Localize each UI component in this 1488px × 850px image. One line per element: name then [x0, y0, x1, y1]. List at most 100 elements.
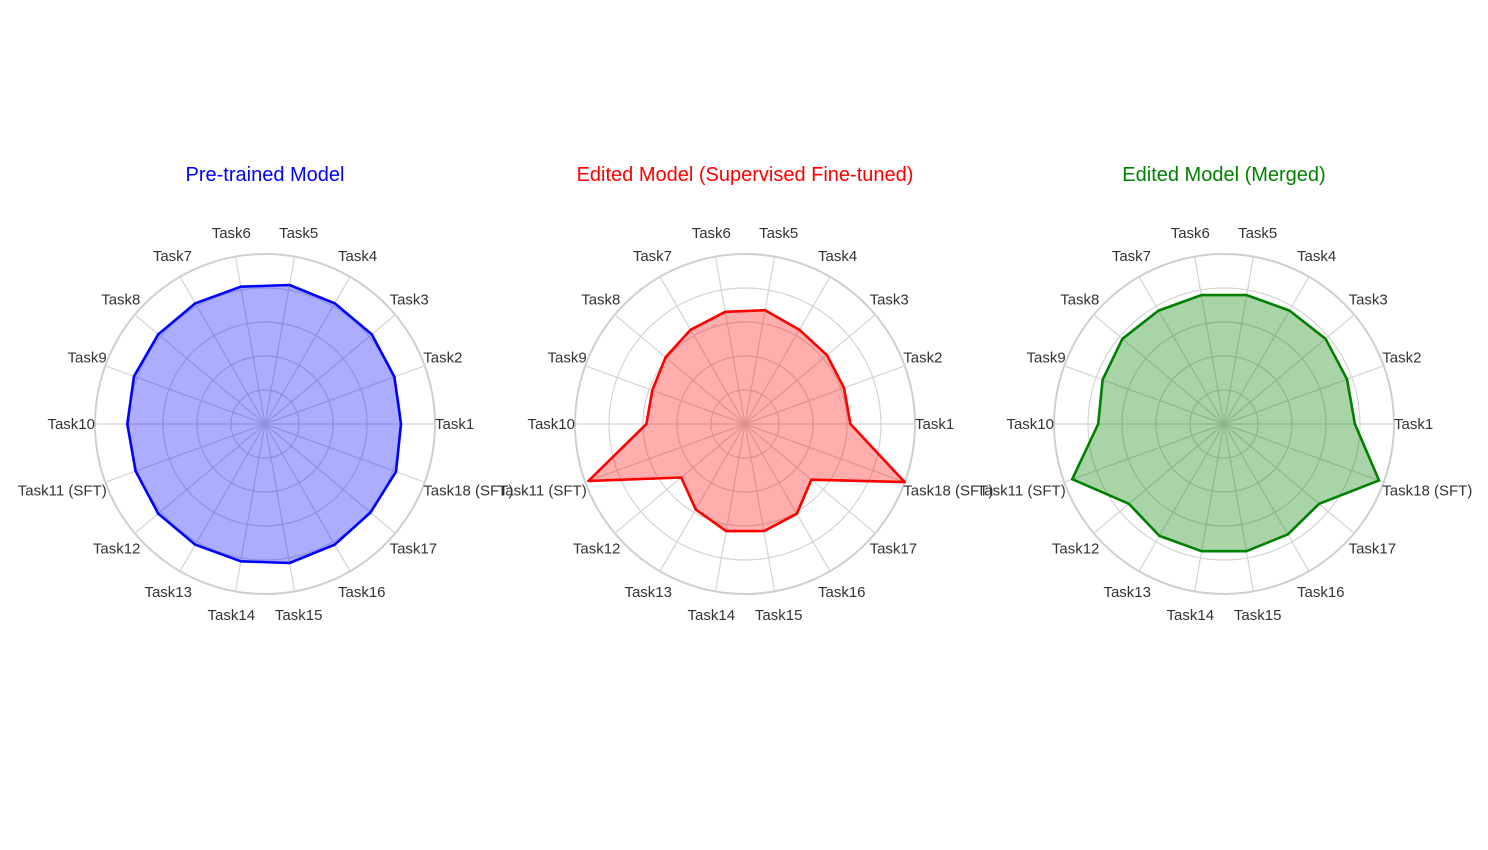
radar-spoke [179, 276, 266, 425]
radar-grid [1053, 253, 1395, 595]
radar-series-area [1072, 295, 1379, 552]
radar-axis-label: Task1 [1394, 416, 1433, 433]
radar-axis-label: Task14 [1167, 607, 1215, 624]
radar-spoke [1223, 365, 1384, 425]
radar-axis-label: Task6 [1171, 225, 1210, 242]
radar-spoke [179, 423, 266, 572]
radar-axis-label: Task6 [692, 225, 731, 242]
radar-axis-label: Task9 [548, 350, 587, 367]
radar-axis-label: Task18 (SFT) [1382, 482, 1472, 499]
radar-spoke [1093, 423, 1225, 534]
radar-spoke [1138, 423, 1225, 572]
radar-axis-label: Task17 [870, 541, 918, 558]
radar-axis-label: Task11 (SFT) [977, 482, 1066, 499]
radar-spoke [585, 423, 746, 483]
radar-spoke [659, 276, 746, 425]
radar-spoke [264, 314, 396, 425]
radar-axis-label: Task10 [1006, 416, 1054, 433]
radar-spoke [744, 423, 905, 483]
radar-spoke [1223, 423, 1255, 592]
radar-axis-label: Task7 [633, 248, 672, 265]
radar-spoke [744, 276, 831, 425]
radar-spoke [105, 423, 266, 483]
radar-axis-label: Task14 [688, 607, 736, 624]
radar-axis-label: Task11 (SFT) [498, 482, 587, 499]
chart-title-supervised-fine-tuned: Edited Model (Supervised Fine-tuned) [577, 164, 914, 186]
radar-axis-label: Task9 [1027, 350, 1066, 367]
radar-axis-label: Task2 [1382, 350, 1421, 367]
radar-axis-label: Task15 [755, 607, 803, 624]
radar-spoke [714, 423, 746, 592]
radar-spoke [744, 423, 831, 572]
radar-spoke [714, 256, 746, 425]
radar-axis-label: Task18 (SFT) [423, 482, 513, 499]
radar-spoke [1223, 423, 1310, 572]
radar-axis-label: Task3 [390, 291, 429, 308]
radar-spoke [264, 423, 396, 534]
radar-axis-label: Task12 [93, 541, 141, 558]
radar-axis-label: Task6 [212, 225, 251, 242]
radar-axis-label: Task5 [1238, 225, 1277, 242]
radar-spoke [744, 423, 876, 534]
radar-series-area [127, 285, 402, 563]
radar-spoke [744, 256, 776, 425]
radar-spoke [134, 314, 266, 425]
radar-axis-label: Task18 (SFT) [903, 482, 993, 499]
radar-axis-label: Task15 [1234, 607, 1282, 624]
radar-axis-label: Task17 [1349, 541, 1397, 558]
radar-spoke [1223, 423, 1384, 483]
radar-axis-label: Task5 [759, 225, 798, 242]
radar-axis-label: Task16 [1297, 584, 1345, 601]
radar-spoke [264, 365, 425, 425]
radar-axis-label: Task13 [144, 584, 192, 601]
radar-axis-label: Task15 [275, 607, 323, 624]
radar-spoke [614, 314, 746, 425]
radar-spoke [744, 314, 876, 425]
radar-axis-label: Task12 [1052, 541, 1100, 558]
radar-spoke [234, 423, 266, 592]
radar-axis-label: Task7 [153, 248, 192, 265]
radar-axis-label: Task16 [338, 584, 386, 601]
radar-spoke [585, 365, 746, 425]
radar-axis-label: Task1 [435, 416, 474, 433]
radar-axis-label: Task13 [624, 584, 672, 601]
radar-series-line [126, 283, 403, 565]
chart-title-pretrained: Pre-trained Model [186, 164, 345, 186]
radar-spoke [1064, 365, 1225, 425]
radar-spoke [1223, 423, 1355, 534]
radar-spoke [105, 365, 266, 425]
radar-grid [574, 253, 916, 595]
radar-axis-label: Task4 [818, 248, 857, 265]
radar-axis-label: Task14 [208, 607, 256, 624]
radar-axis-label: Task2 [423, 350, 462, 367]
radar-spoke [264, 276, 351, 425]
radar-spoke [1193, 256, 1225, 425]
radar-axis-label: Task10 [47, 416, 95, 433]
radar-axis-label: Task7 [1112, 248, 1151, 265]
radar-spoke [1223, 276, 1310, 425]
radar-axis-label: Task11 (SFT) [18, 482, 107, 499]
radar-axis-label: Task8 [1060, 291, 1099, 308]
radar-axis-label: Task3 [1349, 291, 1388, 308]
radar-axis-label: Task4 [1297, 248, 1336, 265]
radar-axis-label: Task17 [390, 541, 438, 558]
radar-chart-merged: Task1 Task2 Task3 Task4 Task5 Task6 Task7 Task8… [977, 164, 1473, 624]
radar-axis-label: Task4 [338, 248, 377, 265]
radar-spoke [1223, 256, 1255, 425]
radar-chart-pretrained: Task1 Task2 Task3 Task4 Task5 Task6 Task7 Task8… [18, 164, 514, 624]
radar-spoke [264, 423, 425, 483]
radar-chart-supervised-fine-tuned: Task1 Task2 Task3 Task4 Task5 Task6 Task7 Task8… [498, 164, 994, 624]
radar-axis-label: Task5 [279, 225, 318, 242]
radar-axis-label: Task3 [870, 291, 909, 308]
radar-axis-label: Task1 [915, 416, 954, 433]
radar-spoke [744, 365, 905, 425]
radar-spoke [1138, 276, 1225, 425]
radar-axis-label: Task12 [573, 541, 621, 558]
radar-spoke [264, 423, 351, 572]
radar-axis-label: Task13 [1103, 584, 1151, 601]
radar-series-area [588, 310, 905, 532]
radar-axis-label: Task9 [68, 350, 107, 367]
radar-spoke [744, 423, 776, 592]
radar-spoke [1223, 314, 1355, 425]
radar-spoke [1093, 314, 1225, 425]
